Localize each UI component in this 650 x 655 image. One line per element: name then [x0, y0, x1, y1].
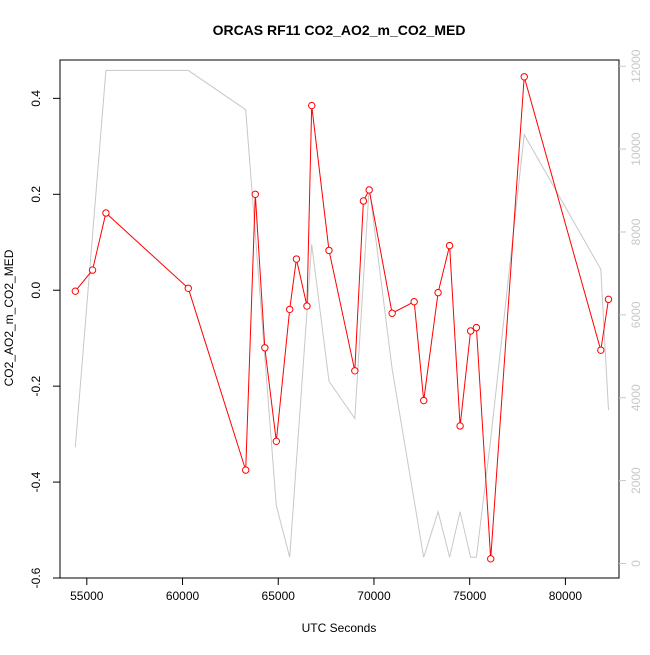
- y2-tick-label: 10000: [629, 132, 643, 166]
- data-point: [359, 197, 368, 205]
- series-line: [74, 69, 609, 558]
- data-point: [351, 367, 359, 375]
- data-point: [261, 344, 269, 352]
- data-point: [292, 255, 301, 263]
- y2-tick-label: 6000: [629, 301, 643, 328]
- y2-tick-label: 2000: [629, 467, 643, 494]
- series-line: [74, 76, 609, 559]
- data-point: [241, 466, 250, 474]
- data-point: [445, 241, 454, 250]
- x-tick-label: 80000: [549, 589, 583, 603]
- y-tick-label: 0.2: [29, 186, 43, 203]
- data-point: [472, 323, 481, 332]
- y-axis-label: CO2_AO2_m_CO2_MED: [2, 249, 16, 386]
- y-tick-label: -0.6: [29, 567, 43, 588]
- data-point: [251, 190, 259, 198]
- data-point: [71, 287, 80, 295]
- data-point: [520, 73, 528, 81]
- data-point: [102, 209, 110, 217]
- data-point: [410, 298, 418, 306]
- x-axis: 55000 60000 65000 70000 75000 80000: [70, 578, 582, 603]
- data-point: [88, 266, 97, 274]
- y-tick-label: -0.4: [29, 471, 43, 492]
- left-axis-series: [71, 73, 613, 563]
- data-point: [466, 327, 475, 335]
- data-point: [365, 186, 373, 194]
- y2-tick-label: 4000: [629, 384, 643, 411]
- y-tick-label: 0.4: [29, 90, 43, 107]
- y-axis: -0.6 -0.4 -0.2 0.0 0.2 0.4: [29, 90, 60, 588]
- x-axis-label: UTC Seconds: [302, 621, 377, 635]
- data-point: [487, 555, 495, 563]
- data-point: [456, 422, 464, 430]
- data-point: [286, 305, 294, 314]
- x-tick-label: 55000: [70, 589, 104, 603]
- x-tick-label: 60000: [166, 589, 200, 603]
- y2-axis: 0 2000 4000 6000 8000 10000 12000: [619, 49, 643, 567]
- x-tick-label: 75000: [453, 589, 487, 603]
- series-layer: [71, 69, 613, 563]
- x-tick-label: 65000: [262, 589, 296, 603]
- x-tick-label: 70000: [357, 589, 391, 603]
- y2-tick-label: 12000: [629, 49, 643, 83]
- data-point: [308, 101, 316, 110]
- data-point: [303, 302, 311, 310]
- data-point: [272, 437, 281, 446]
- chart-title: ORCAS RF11 CO2_AO2_m_CO2_MED: [213, 22, 466, 38]
- y2-tick-label: 8000: [629, 218, 643, 245]
- y2-tick-label: 0: [629, 560, 643, 567]
- data-point: [184, 284, 192, 293]
- data-point: [597, 346, 605, 354]
- data-point: [388, 309, 396, 317]
- data-point: [420, 396, 428, 405]
- plot-frame: [59, 59, 620, 579]
- y-tick-label: 0.0: [29, 282, 43, 299]
- data-point: [325, 246, 333, 255]
- y-tick-label: -0.2: [29, 375, 43, 396]
- data-point: [604, 295, 613, 304]
- data-point: [434, 288, 442, 297]
- right-axis-series: [74, 69, 609, 558]
